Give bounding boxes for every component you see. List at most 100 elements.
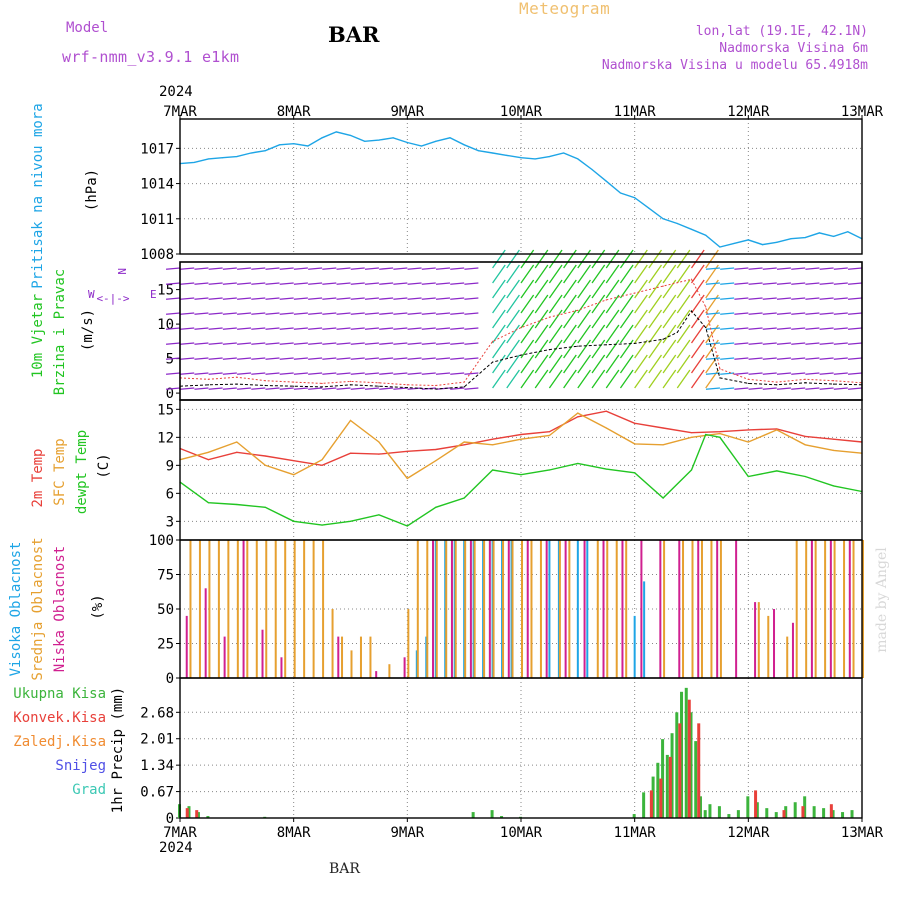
xtick-label-top: 8MAR — [277, 104, 311, 120]
temp-unit-label: (C) — [96, 453, 112, 478]
precip-bar — [195, 810, 199, 818]
wind-arrow — [393, 282, 408, 285]
wind-arrow — [237, 357, 252, 360]
wind-arrow — [279, 282, 294, 285]
wind-gust-line-point — [705, 306, 707, 308]
cloud-bar — [454, 540, 457, 678]
wind-arrow — [534, 294, 549, 314]
wind-arrow — [619, 339, 634, 359]
wind-arrow — [506, 369, 520, 389]
wind-arrow — [180, 357, 195, 360]
wind-arrow — [379, 297, 394, 300]
precip-bar — [812, 806, 816, 818]
wind-arrow — [833, 372, 848, 375]
precip-bar — [642, 792, 646, 818]
wind-arrow — [577, 354, 591, 374]
wind-arrow — [322, 357, 337, 360]
cloud-bar — [583, 540, 586, 678]
wind-arrow — [819, 387, 834, 390]
pressure-line-point — [477, 150, 479, 152]
wind-arrow — [662, 264, 677, 284]
wind-arrow — [563, 279, 577, 299]
wind-arrow — [407, 297, 422, 300]
wind-arrow — [577, 249, 591, 269]
wind-arrow — [577, 264, 591, 284]
temp-line-point — [690, 432, 693, 434]
wind-arrow — [776, 312, 792, 315]
wind-gust-line-point — [719, 368, 721, 370]
pressure-line-point — [747, 239, 749, 241]
wind-arrow — [364, 297, 379, 300]
wind-arrow — [379, 312, 394, 315]
wind-arrow — [791, 282, 806, 285]
cloud-bar — [359, 636, 362, 678]
wind-arrow — [563, 309, 577, 329]
wind-arrow — [450, 297, 465, 300]
precip-bar — [703, 810, 707, 818]
wind-arrow — [791, 387, 806, 390]
wind-arrow — [577, 339, 591, 359]
wind-arrow — [350, 387, 365, 390]
wind-arrow — [393, 372, 408, 375]
header-elevation: Nadmorska Visina 6m — [719, 41, 868, 56]
wind-arrow — [619, 279, 634, 299]
wind-arrow — [322, 267, 337, 270]
wind-arrow — [720, 297, 735, 300]
xtick-label-bottom: 12MAR — [727, 825, 770, 841]
wind-arrow — [762, 327, 777, 330]
wind-arrow — [748, 267, 763, 270]
wind-arrow — [350, 297, 365, 300]
cloud-bar — [754, 602, 757, 678]
wind-label: 10m Vjetar — [30, 294, 46, 378]
mid-cloud-label: Srednja Oblacnost — [30, 537, 46, 680]
wind-arrow — [450, 372, 465, 375]
wind-arrow — [265, 297, 280, 300]
wind-gust-line-point — [577, 309, 579, 311]
wind-arrow — [705, 249, 719, 269]
wind-arrow — [464, 297, 479, 300]
wind-arrow — [492, 369, 506, 389]
xtick-label-top: 12MAR — [727, 104, 770, 120]
wind-arrow — [662, 324, 677, 344]
wind-arrow — [619, 294, 634, 314]
wind-arrow — [322, 312, 337, 315]
wind-arrow — [364, 372, 379, 375]
wind-arrow — [237, 297, 252, 300]
pressure-line-point — [733, 242, 735, 245]
temp-line-point — [378, 441, 380, 443]
wind-arrow — [165, 297, 181, 300]
wind-speed-line-point — [804, 382, 806, 384]
wind-arrow — [634, 294, 648, 314]
temp-line-point — [520, 474, 522, 476]
cloud-bar — [640, 540, 643, 678]
pressure-line-point — [349, 134, 352, 137]
wind-arrow — [762, 357, 777, 360]
wind-arrow — [435, 312, 451, 315]
cloud-bar — [663, 540, 666, 678]
cloud-bar — [416, 540, 419, 678]
temp-line-point — [577, 412, 579, 414]
cloud-bar — [280, 657, 283, 678]
wind-arrow — [237, 282, 252, 285]
wind-arrow — [791, 342, 806, 345]
wind-arrow — [308, 357, 323, 360]
wind-speed-line-point — [264, 384, 266, 387]
wind-gust-line-point — [747, 378, 749, 380]
wind-arrow — [492, 354, 506, 374]
wind-arrow — [720, 387, 735, 390]
wind-arrow — [322, 342, 337, 345]
precip-bar — [659, 778, 663, 818]
wind-arrow — [805, 312, 820, 315]
wind-arrow — [648, 279, 663, 299]
wind-arrow — [364, 357, 379, 360]
wind-arrow — [450, 327, 465, 330]
wind-arrow — [464, 312, 479, 315]
wind-arrow — [548, 369, 563, 389]
wind-speed-line-point — [605, 344, 607, 346]
cloud-bar — [208, 540, 211, 678]
wind-arrow — [308, 282, 323, 285]
wind-arrow — [534, 249, 549, 269]
wind-arrow — [194, 267, 209, 270]
wind-arrow — [534, 309, 549, 329]
wind-arrow — [308, 372, 323, 375]
